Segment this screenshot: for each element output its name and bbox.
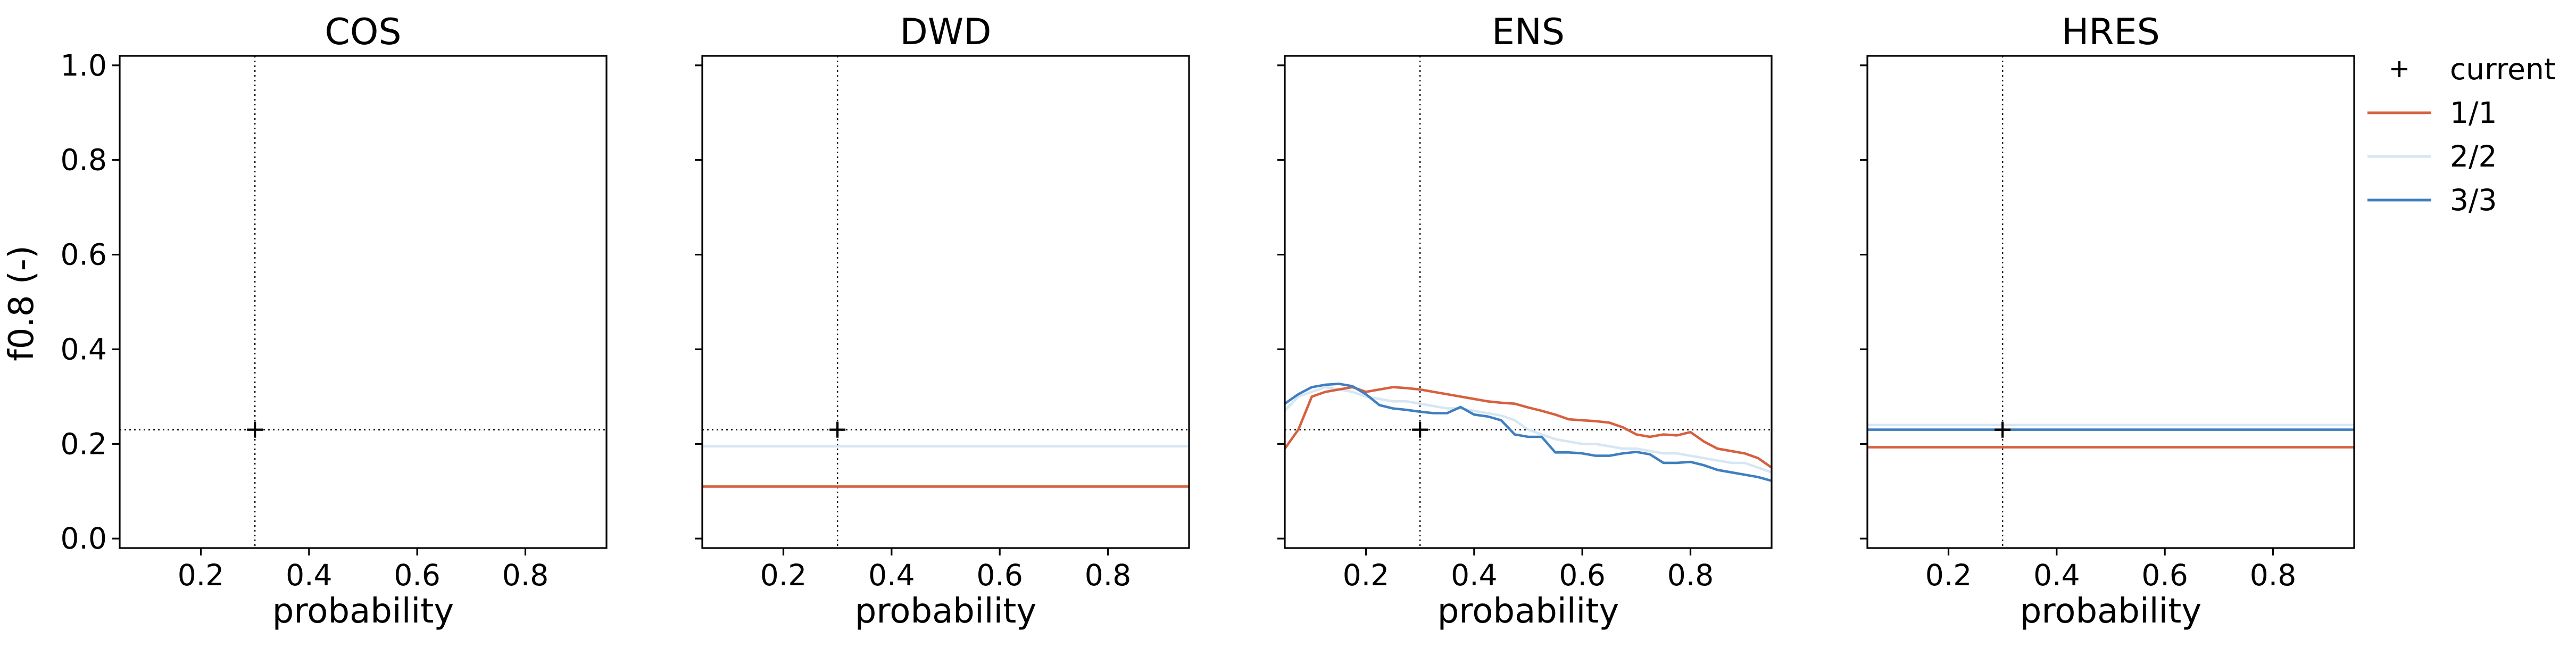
legend-label: 2/2 [2450,139,2497,173]
series-line-1-of-1 [1284,386,1773,469]
y-tick-label: 0.0 [61,521,107,555]
x-tick-label: 0.4 [2033,558,2080,592]
y-tick-label: 0.6 [61,238,107,272]
x-tick-label: 0.6 [2141,558,2188,592]
x-tick-label: 0.4 [1451,558,1497,592]
current-marker [247,421,263,438]
panel-cos: COS 0.2 0.4 0.6 0.8 0.0 0.2 0.4 0.6 0.8 1.0 probabi… [61,11,608,631]
legend-entry: 2/2 [2367,139,2497,173]
series-line-2-of-2 [1284,386,1772,474]
x-tick-label: 0.2 [1925,558,1972,592]
y-tick-label: 1.0 [61,48,107,82]
series-line-3-of-3 [1284,383,1772,482]
current-marker [1995,421,2011,438]
panel-dwd: DWD 0.2 0.4 0.6 0.8 probability [695,11,1190,631]
panel-title: HRES [2062,11,2160,53]
plot-frame [1284,55,1773,549]
legend-label: 3/3 [2450,183,2497,217]
panel-ens: ENS 0.2 0.4 0.6 0.8 probability [1277,11,1773,631]
plot-frame [1866,55,2355,549]
x-tick-label: 0.8 [1667,558,1714,592]
legend: current 1/1 2/2 3/3 [2367,52,2555,217]
y-tick-label: 0.2 [61,427,107,461]
x-tick-label: 0.6 [1559,558,1605,592]
x-axis-label: probability [272,592,454,631]
panel-title: DWD [900,11,992,53]
plot-frame [701,55,1190,549]
x-tick-label: 0.2 [1343,558,1389,592]
legend-marker-icon [2391,61,2407,77]
y-axis-label: f0.8 (-) [2,245,41,361]
x-tick-label: 0.2 [178,558,224,592]
x-axis-label: probability [2020,592,2201,631]
x-tick-label: 0.6 [394,558,440,592]
legend-entry: 1/1 [2367,96,2497,130]
legend-entry: 3/3 [2367,183,2497,217]
legend-entry: current [2391,52,2555,86]
y-tick-label: 0.4 [61,332,107,366]
x-tick-label: 0.6 [976,558,1023,592]
legend-label: current [2450,52,2555,86]
panel-title: ENS [1492,11,1565,53]
panel-hres: HRES 0.2 0.4 0.6 0.8 probability [1860,11,2355,631]
x-tick-label: 0.8 [1085,558,1131,592]
x-tick-label: 0.2 [760,558,807,592]
x-tick-label: 0.4 [868,558,915,592]
panels: COS 0.2 0.4 0.6 0.8 0.0 0.2 0.4 0.6 0.8 1.0 probabi… [61,11,2355,631]
x-axis-label: probability [1437,592,1619,631]
x-tick-label: 0.4 [286,558,332,592]
current-marker [1412,421,1428,438]
y-tick-label: 0.8 [61,143,107,177]
legend-label: 1/1 [2450,96,2497,130]
x-tick-label: 0.8 [2250,558,2296,592]
plot-frame [119,55,608,549]
panel-title: COS [325,11,401,53]
x-axis-label: probability [855,592,1036,631]
x-tick-label: 0.8 [502,558,549,592]
current-marker [829,421,846,438]
